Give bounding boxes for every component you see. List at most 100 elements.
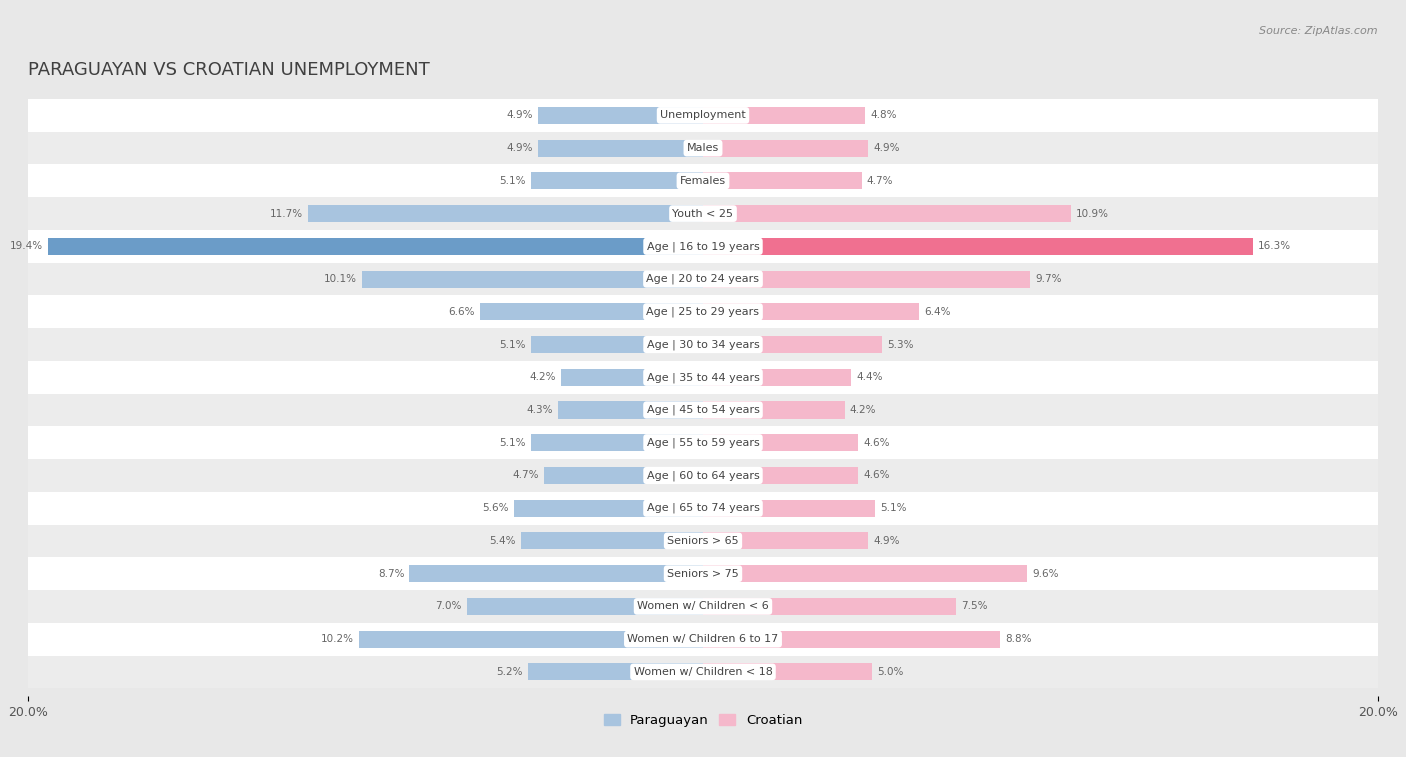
Bar <box>558 401 703 419</box>
Text: 10.2%: 10.2% <box>321 634 354 644</box>
Bar <box>28 361 1378 394</box>
Bar <box>703 565 1026 582</box>
Text: 10.9%: 10.9% <box>1076 209 1109 219</box>
Bar <box>544 467 703 484</box>
Bar <box>703 401 845 419</box>
Bar <box>703 173 862 189</box>
Bar <box>481 304 703 320</box>
Text: 4.7%: 4.7% <box>513 471 540 481</box>
Text: 19.4%: 19.4% <box>10 241 44 251</box>
Bar <box>703 107 865 124</box>
Text: 16.3%: 16.3% <box>1258 241 1291 251</box>
Text: 4.2%: 4.2% <box>530 372 557 382</box>
Text: Males: Males <box>688 143 718 153</box>
Text: Source: ZipAtlas.com: Source: ZipAtlas.com <box>1260 26 1378 36</box>
Text: 4.9%: 4.9% <box>873 143 900 153</box>
Bar <box>561 369 703 386</box>
Bar <box>703 205 1071 222</box>
Text: 4.6%: 4.6% <box>863 438 890 447</box>
Bar <box>527 663 703 681</box>
Text: Seniors > 75: Seniors > 75 <box>666 569 740 578</box>
Text: 7.5%: 7.5% <box>962 601 987 612</box>
Text: Age | 25 to 29 years: Age | 25 to 29 years <box>647 307 759 317</box>
Bar <box>28 590 1378 623</box>
Text: 4.2%: 4.2% <box>849 405 876 415</box>
Text: 7.0%: 7.0% <box>436 601 461 612</box>
Text: 4.4%: 4.4% <box>856 372 883 382</box>
Bar <box>28 198 1378 230</box>
Text: 4.7%: 4.7% <box>866 176 893 186</box>
Text: Age | 20 to 24 years: Age | 20 to 24 years <box>647 274 759 285</box>
Bar <box>703 270 1031 288</box>
Bar <box>531 336 703 353</box>
Bar <box>703 336 882 353</box>
Text: 11.7%: 11.7% <box>270 209 304 219</box>
Text: Age | 16 to 19 years: Age | 16 to 19 years <box>647 241 759 251</box>
Bar <box>28 492 1378 525</box>
Text: Females: Females <box>681 176 725 186</box>
Bar <box>703 532 869 550</box>
Text: 6.4%: 6.4% <box>924 307 950 316</box>
Text: Youth < 25: Youth < 25 <box>672 209 734 219</box>
Text: Age | 35 to 44 years: Age | 35 to 44 years <box>647 372 759 382</box>
Bar <box>48 238 703 255</box>
Bar <box>703 500 875 517</box>
Text: Age | 45 to 54 years: Age | 45 to 54 years <box>647 405 759 416</box>
Bar <box>703 663 872 681</box>
Text: Age | 60 to 64 years: Age | 60 to 64 years <box>647 470 759 481</box>
Text: Unemployment: Unemployment <box>661 111 745 120</box>
Text: 9.6%: 9.6% <box>1032 569 1059 578</box>
Bar <box>28 295 1378 329</box>
Text: 5.2%: 5.2% <box>496 667 523 677</box>
Text: 8.8%: 8.8% <box>1005 634 1032 644</box>
Text: Age | 55 to 59 years: Age | 55 to 59 years <box>647 438 759 448</box>
Text: 5.1%: 5.1% <box>499 176 526 186</box>
Bar <box>28 164 1378 198</box>
Text: 8.7%: 8.7% <box>378 569 405 578</box>
Text: 10.1%: 10.1% <box>325 274 357 284</box>
Text: 6.6%: 6.6% <box>449 307 475 316</box>
Bar <box>28 525 1378 557</box>
Bar <box>703 304 920 320</box>
Bar <box>28 230 1378 263</box>
Bar <box>467 598 703 615</box>
Bar <box>515 500 703 517</box>
Bar <box>28 557 1378 590</box>
Text: 5.6%: 5.6% <box>482 503 509 513</box>
Bar <box>409 565 703 582</box>
Bar <box>359 631 703 648</box>
Bar <box>28 623 1378 656</box>
Bar <box>308 205 703 222</box>
Bar <box>28 132 1378 164</box>
Text: Women w/ Children < 18: Women w/ Children < 18 <box>634 667 772 677</box>
Legend: Paraguayan, Croatian: Paraguayan, Croatian <box>599 709 807 732</box>
Text: 5.3%: 5.3% <box>887 340 914 350</box>
Bar <box>703 435 858 451</box>
Text: PARAGUAYAN VS CROATIAN UNEMPLOYMENT: PARAGUAYAN VS CROATIAN UNEMPLOYMENT <box>28 61 430 79</box>
Bar <box>363 270 703 288</box>
Bar <box>28 459 1378 492</box>
Text: Seniors > 65: Seniors > 65 <box>668 536 738 546</box>
Text: 4.9%: 4.9% <box>506 111 533 120</box>
Bar <box>28 656 1378 688</box>
Text: 9.7%: 9.7% <box>1035 274 1062 284</box>
Text: 4.9%: 4.9% <box>506 143 533 153</box>
Bar <box>537 139 703 157</box>
Bar <box>520 532 703 550</box>
Bar <box>531 435 703 451</box>
Text: Age | 65 to 74 years: Age | 65 to 74 years <box>647 503 759 513</box>
Text: 4.9%: 4.9% <box>873 536 900 546</box>
Bar <box>28 426 1378 459</box>
Bar <box>703 139 869 157</box>
Text: Women w/ Children < 6: Women w/ Children < 6 <box>637 601 769 612</box>
Text: 5.1%: 5.1% <box>880 503 907 513</box>
Text: 5.1%: 5.1% <box>499 340 526 350</box>
Text: 4.8%: 4.8% <box>870 111 897 120</box>
Bar <box>537 107 703 124</box>
Bar <box>531 173 703 189</box>
Text: 4.6%: 4.6% <box>863 471 890 481</box>
Bar <box>703 467 858 484</box>
Bar <box>28 263 1378 295</box>
Bar <box>28 99 1378 132</box>
Text: 5.1%: 5.1% <box>499 438 526 447</box>
